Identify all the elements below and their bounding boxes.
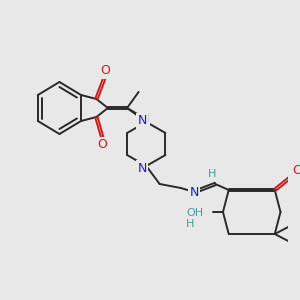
- Text: N: N: [140, 112, 149, 124]
- Text: OH: OH: [187, 208, 204, 218]
- Text: O: O: [292, 164, 300, 178]
- Text: H: H: [186, 219, 195, 229]
- Text: N: N: [138, 115, 147, 128]
- Text: O: O: [97, 139, 107, 152]
- Text: N: N: [190, 185, 199, 199]
- Text: H: H: [208, 169, 217, 179]
- Text: N: N: [138, 161, 147, 175]
- Text: O: O: [100, 64, 110, 77]
